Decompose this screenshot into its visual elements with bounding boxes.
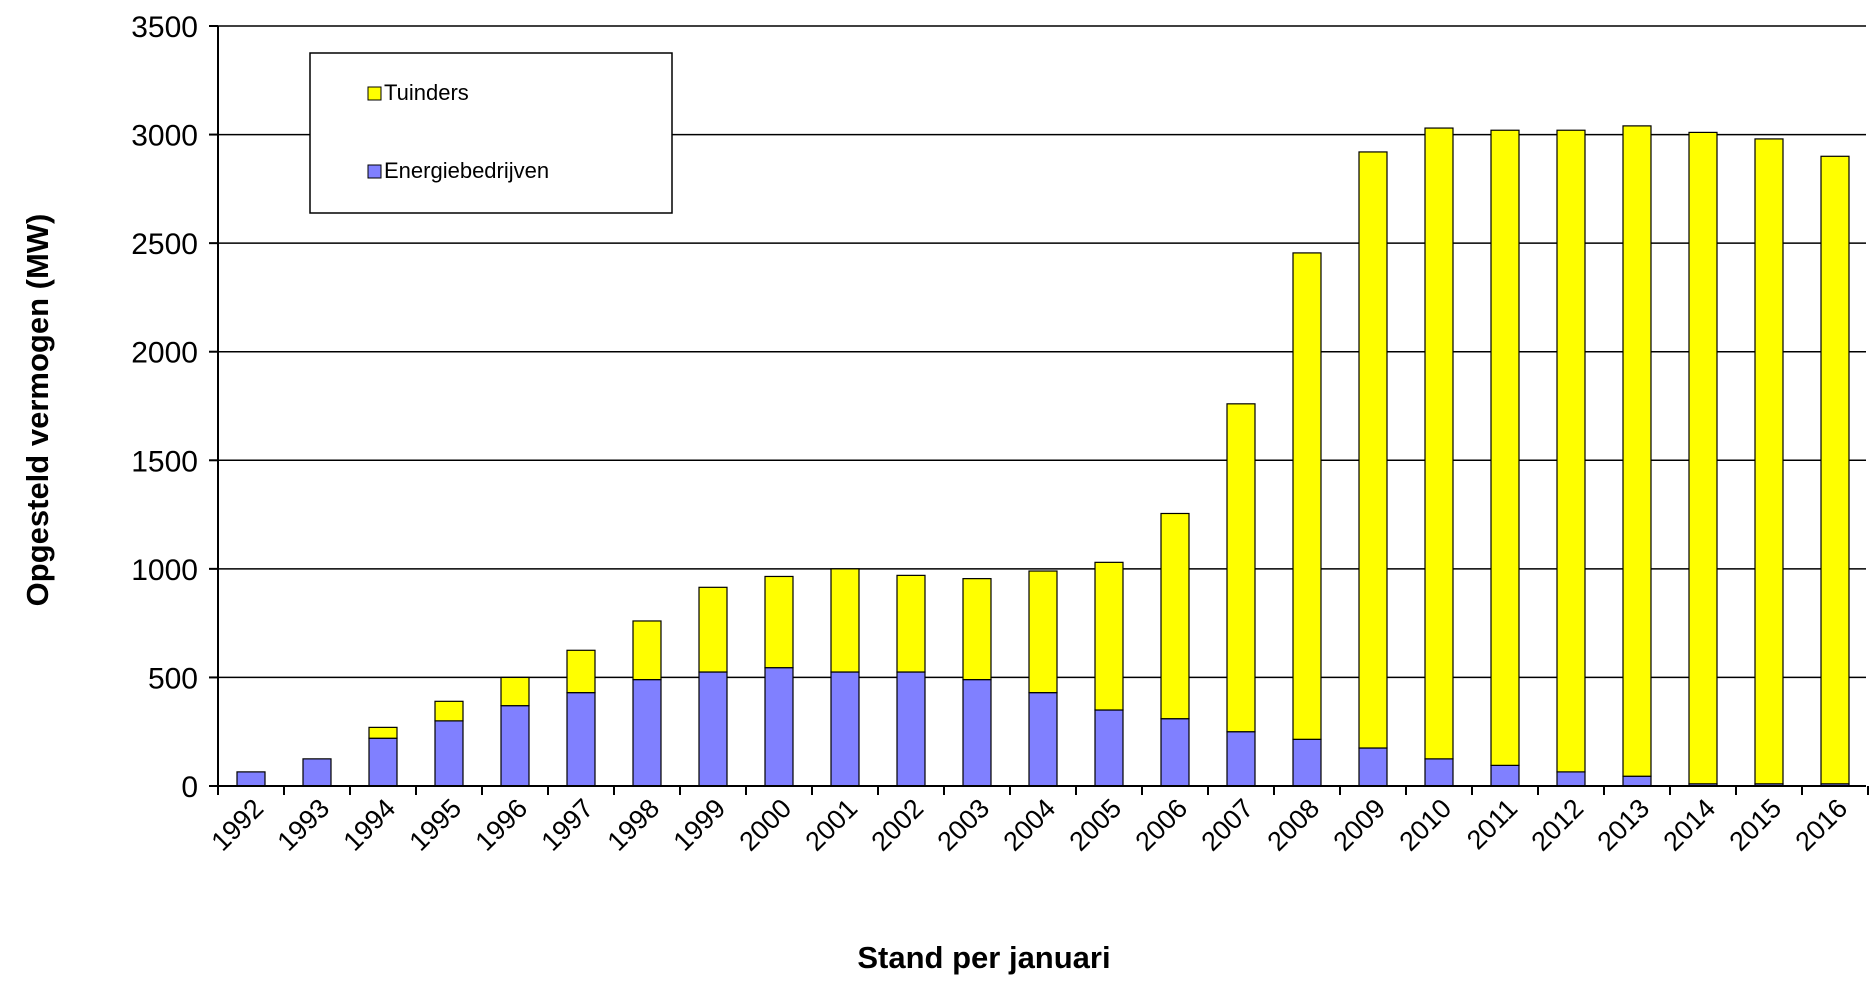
bar-energiebedrijven-2001 [830,671,860,787]
bar-tuinders-2005 [1094,561,1124,711]
bar-tuinders-2006 [1160,512,1190,720]
x-tick-labels: 1992 1993 1994 1995 1996 1997 1998 1999 2000 2001… [206,793,1854,857]
bar-tuinders-2015 [1754,138,1784,785]
bar-energiebedrijven-1999 [698,671,728,787]
bar-tuinders-1997 [566,649,596,694]
bar-tuinders-1998 [632,620,662,681]
x-tick-label: 2011 [1461,793,1523,855]
y-tick-label: 3000 [131,120,198,153]
bar-energiebedrijven-2012 [1556,771,1586,787]
bar-tuinders-1994 [368,726,398,739]
bar-energiebedrijven-2004 [1028,692,1058,787]
x-tick-label: 2001 [800,793,864,857]
x-tick-label: 1999 [668,793,732,857]
legend-box [309,52,673,214]
legend-label-tuinders: Tuinders [384,80,469,105]
bar-tuinders-1999 [698,586,728,673]
bar-energiebedrijven-2000 [764,667,794,787]
bar-energiebedrijven-1998 [632,678,662,787]
bar-energiebedrijven-2010 [1424,758,1454,787]
y-tick-label: 500 [148,662,198,695]
legend-label-energiebedrijven: Energiebedrijven [384,158,549,183]
x-tick-label: 2007 [1196,793,1260,857]
bar-tuinders-2016 [1820,155,1850,785]
x-tick-label: 2008 [1262,793,1326,857]
bar-energiebedrijven-2005 [1094,709,1124,787]
y-tick-label: 2000 [131,337,198,370]
x-tick-label: 2003 [932,793,996,857]
bar-tuinders-2009 [1358,151,1388,749]
bar-energiebedrijven-1993 [302,758,332,787]
x-tick-label: 1995 [404,793,468,857]
x-tick-label: 2010 [1394,793,1458,857]
y-tick-labels: 0 500 1000 1500 2000 2500 3000 3500 [131,11,198,804]
x-tick-label: 1993 [272,793,336,857]
bar-energiebedrijven-1997 [566,692,596,787]
x-tick-label: 1998 [602,793,666,857]
y-tick-label: 1500 [131,445,198,478]
bar-tuinders-1995 [434,700,464,722]
x-tick-label: 1994 [338,793,402,857]
bar-tuinders-2000 [764,575,794,669]
x-tick-label: 2014 [1658,793,1722,857]
x-tick-label: 2006 [1130,793,1194,857]
bar-tuinders-2007 [1226,403,1256,733]
y-tick-label: 0 [181,771,198,804]
bar-energiebedrijven-2006 [1160,718,1190,787]
bar-energiebedrijven-2011 [1490,764,1520,787]
bar-tuinders-1996 [500,676,530,707]
bar-tuinders-2008 [1292,252,1322,740]
bar-tuinders-2014 [1688,131,1718,785]
axes [217,26,1866,787]
y-tick-label: 3500 [131,11,198,44]
x-tick-label: 1997 [536,793,600,857]
bar-energiebedrijven-2003 [962,678,992,787]
bar-tuinders-2001 [830,568,860,673]
x-tick-label: 2002 [866,793,930,857]
bar-energiebedrijven-1994 [368,737,398,787]
bar-tuinders-2010 [1424,127,1454,760]
x-tick-label: 2000 [734,793,798,857]
bar-energiebedrijven-2013 [1622,775,1652,787]
x-tick-label: 2016 [1790,793,1854,857]
x-tick-label: 2015 [1724,793,1788,857]
bar-energiebedrijven-1996 [500,705,530,787]
y-tick-label: 2500 [131,228,198,261]
x-tick-label: 1992 [206,793,270,857]
bar-energiebedrijven-2002 [896,671,926,787]
x-tick-label: 2004 [998,793,1062,857]
legend: Tuinders Energiebedrijven [309,52,673,214]
bar-energiebedrijven-2009 [1358,747,1388,787]
bar-energiebedrijven-2008 [1292,738,1322,787]
bar-tuinders-2003 [962,578,992,681]
y-tick-label: 1000 [131,554,198,587]
bar-tuinders-2004 [1028,570,1058,694]
x-tick-label: 2013 [1592,793,1656,857]
y-axis-title: Opgesteld vermogen (MW) [20,214,55,607]
bar-tuinders-2012 [1556,129,1586,773]
x-tick-label: 2012 [1526,793,1590,857]
x-tick-label: 2005 [1064,793,1128,857]
bar-tuinders-2013 [1622,125,1652,777]
legend-swatch-energiebedrijven [367,164,382,179]
bars [236,125,1850,787]
x-tick-label: 1996 [470,793,534,857]
bar-energiebedrijven-1995 [434,720,464,787]
bar-tuinders-2002 [896,574,926,673]
x-tick-label: 2009 [1328,793,1392,857]
bar-energiebedrijven-2007 [1226,731,1256,787]
x-axis-title: Stand per januari [857,940,1110,975]
bar-energiebedrijven-1992 [236,771,266,787]
bar-tuinders-2011 [1490,129,1520,766]
legend-swatch-tuinders [367,86,382,101]
